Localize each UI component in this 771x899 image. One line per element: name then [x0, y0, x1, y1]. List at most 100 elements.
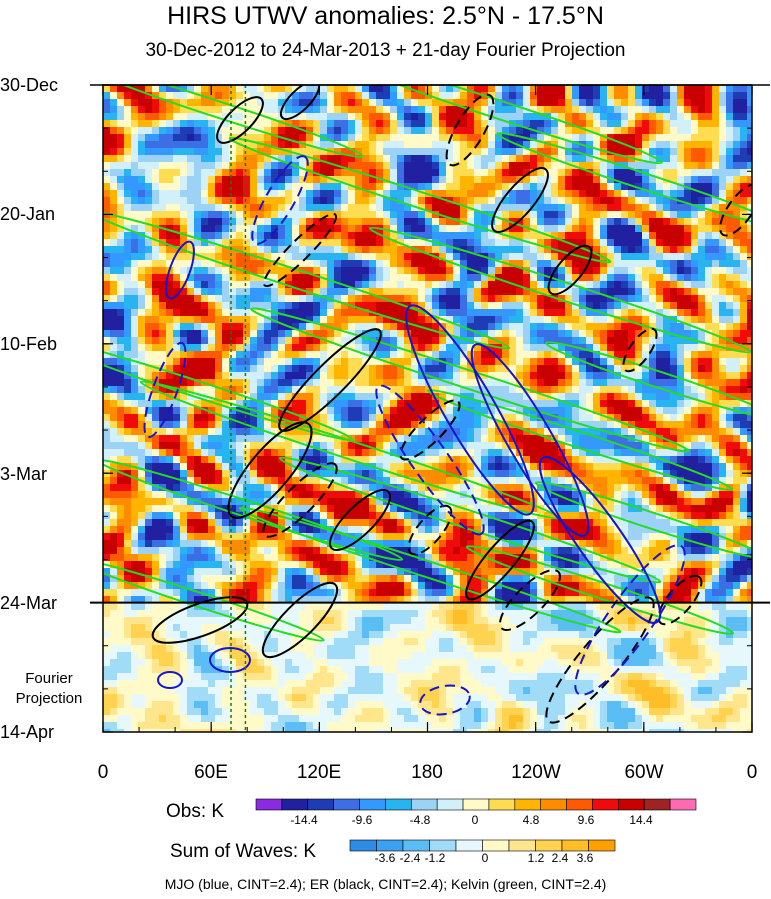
field-cell	[642, 106, 650, 114]
field-cell	[642, 302, 650, 310]
field-cell	[341, 302, 349, 310]
field-cell	[474, 211, 482, 219]
field-cell	[117, 281, 125, 289]
field-cell	[607, 134, 615, 142]
field-cell	[621, 197, 629, 205]
field-cell	[376, 323, 384, 331]
field-cell	[600, 183, 608, 191]
field-cell	[390, 456, 398, 464]
field-cell	[460, 204, 468, 212]
field-cell	[537, 232, 545, 240]
field-cell	[712, 274, 720, 282]
field-cell	[201, 183, 209, 191]
field-cell	[264, 316, 272, 324]
field-cell	[481, 260, 489, 268]
field-cell	[362, 148, 370, 156]
field-cell	[222, 148, 230, 156]
field-cell	[369, 281, 377, 289]
field-cell	[145, 393, 153, 401]
field-cell	[376, 232, 384, 240]
field-cell	[362, 330, 370, 338]
field-cell	[572, 92, 580, 100]
field-cell	[341, 400, 349, 408]
field-cell	[110, 323, 118, 331]
field-cell	[670, 421, 678, 429]
field-cell	[117, 120, 125, 128]
field-cell	[418, 190, 426, 198]
field-cell	[110, 344, 118, 352]
field-cell	[439, 183, 447, 191]
field-cell	[243, 323, 251, 331]
field-cell	[705, 176, 713, 184]
field-cell	[726, 253, 734, 261]
field-cell	[278, 407, 286, 415]
field-cell	[229, 372, 237, 380]
field-cell	[558, 218, 566, 226]
field-cell	[285, 204, 293, 212]
field-cell	[131, 288, 139, 296]
field-cell	[593, 113, 601, 121]
field-cell	[250, 176, 258, 184]
field-cell	[418, 260, 426, 268]
field-cell	[285, 358, 293, 366]
field-cell	[376, 428, 384, 436]
field-cell	[362, 197, 370, 205]
field-cell	[593, 302, 601, 310]
field-cell	[292, 330, 300, 338]
field-cell	[250, 358, 258, 366]
field-cell	[586, 288, 594, 296]
field-cell	[446, 267, 454, 275]
field-cell	[362, 120, 370, 128]
field-cell	[747, 365, 752, 373]
field-cell	[467, 281, 475, 289]
field-cell	[278, 421, 286, 429]
field-cell	[684, 85, 692, 93]
field-cell	[572, 302, 580, 310]
field-cell	[264, 372, 272, 380]
field-cell	[173, 295, 181, 303]
field-cell	[621, 106, 629, 114]
field-cell	[649, 260, 657, 268]
field-cell	[656, 400, 664, 408]
field-cell	[698, 274, 706, 282]
field-cell	[124, 211, 132, 219]
field-cell	[481, 106, 489, 114]
field-cell	[334, 449, 342, 457]
field-cell	[544, 281, 552, 289]
field-cell	[670, 428, 678, 436]
field-cell	[418, 456, 426, 464]
field-cell	[523, 344, 531, 352]
field-cell	[159, 176, 167, 184]
field-cell	[488, 183, 496, 191]
field-cell	[278, 92, 286, 100]
field-cell	[285, 239, 293, 247]
field-cell	[236, 456, 244, 464]
field-cell	[663, 302, 671, 310]
field-cell	[537, 155, 545, 163]
field-cell	[747, 92, 752, 100]
field-cell	[292, 323, 300, 331]
field-cell	[327, 197, 335, 205]
field-cell	[131, 260, 139, 268]
field-cell	[110, 260, 118, 268]
field-cell	[551, 232, 559, 240]
field-cell	[187, 435, 195, 443]
field-cell	[544, 428, 552, 436]
field-cell	[229, 211, 237, 219]
field-cell	[614, 113, 622, 121]
field-cell	[439, 344, 447, 352]
field-cell	[278, 85, 286, 93]
field-cell	[117, 176, 125, 184]
field-cell	[628, 295, 636, 303]
field-cell	[453, 428, 461, 436]
field-cell	[523, 351, 531, 359]
field-cell	[271, 169, 279, 177]
field-cell	[138, 225, 146, 233]
field-cell	[208, 148, 216, 156]
field-cell	[446, 204, 454, 212]
field-cell	[418, 176, 426, 184]
field-cell	[173, 351, 181, 359]
field-cell	[299, 358, 307, 366]
field-cell	[257, 456, 265, 464]
field-cell	[425, 218, 433, 226]
